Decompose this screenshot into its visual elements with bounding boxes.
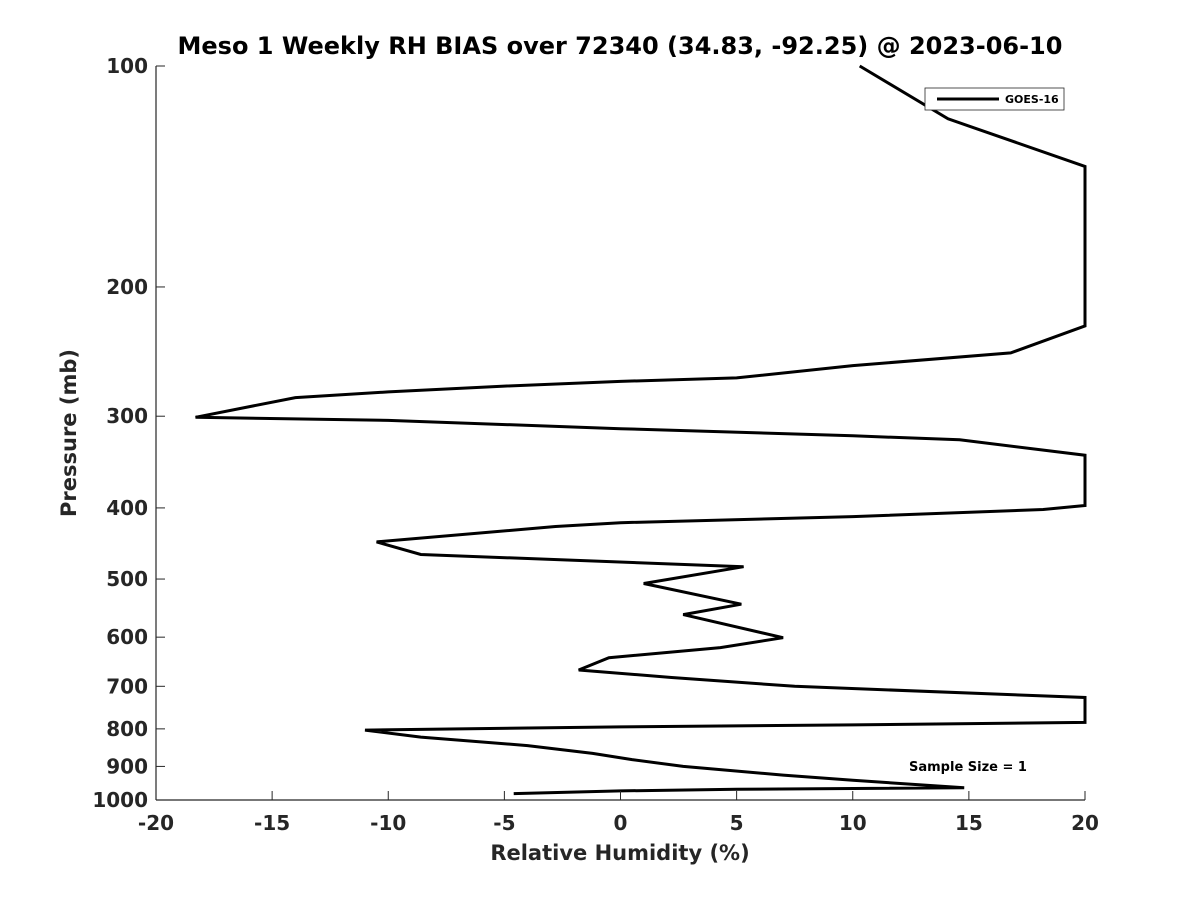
- series-line-goes-16: [195, 64, 1087, 796]
- x-tick-label: 10: [839, 811, 867, 835]
- x-tick-label: -5: [493, 811, 515, 835]
- legend: GOES-16: [924, 87, 1065, 111]
- y-tick-label: 300: [106, 404, 148, 428]
- y-tick-label: 900: [106, 754, 148, 778]
- x-tick-label: 0: [614, 811, 628, 835]
- y-tick-label: 400: [106, 496, 148, 520]
- y-tick-label: 500: [106, 567, 148, 591]
- y-tick-label: 600: [106, 625, 148, 649]
- x-tick-label: 15: [955, 811, 983, 835]
- y-tick-label: 200: [106, 275, 148, 299]
- x-tick-label: -10: [370, 811, 406, 835]
- x-tick-label: -20: [138, 811, 174, 835]
- chart-title: Meso 1 Weekly RH BIAS over 72340 (34.83,…: [178, 32, 1063, 60]
- x-tick-label: 20: [1071, 811, 1099, 835]
- x-tick-label: -15: [254, 811, 290, 835]
- y-tick-label: 1000: [92, 788, 148, 812]
- x-axis-ticks: -20 -15 -10 -5 0 5 10 15 20: [138, 791, 1099, 835]
- y-axis-label: Pressure (mb): [57, 349, 81, 517]
- y-tick-label: 800: [106, 717, 148, 741]
- x-axis-label: Relative Humidity (%): [490, 841, 749, 865]
- sample-size-annotation: Sample Size = 1: [909, 760, 1027, 775]
- y-axis-ticks: 100 200 300 400 500 600 700 800 900 1000: [92, 54, 165, 812]
- y-tick-label: 100: [106, 54, 148, 78]
- legend-label-goes-16: GOES-16: [1005, 93, 1059, 106]
- x-tick-label: 5: [730, 811, 744, 835]
- y-tick-label: 700: [106, 674, 148, 698]
- series-layer: [195, 64, 1087, 796]
